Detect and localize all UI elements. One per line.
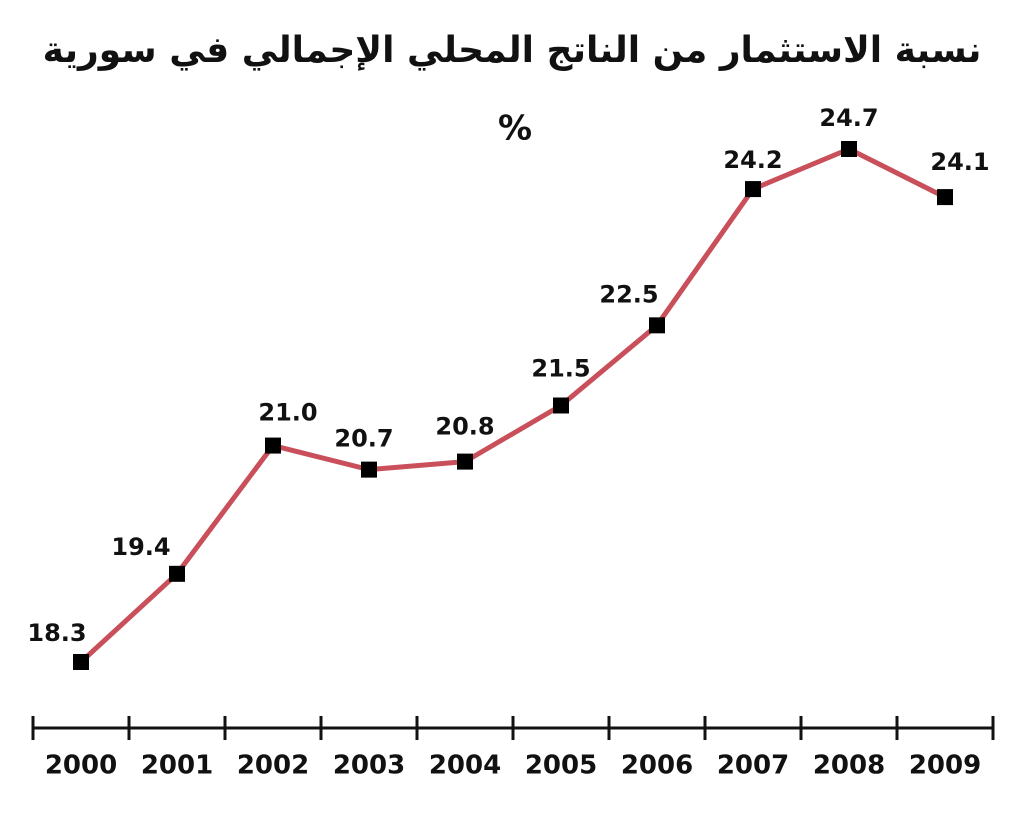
marker — [361, 461, 377, 478]
marker — [553, 397, 569, 414]
value-label: 22.5 — [599, 280, 658, 308]
value-label: 24.2 — [723, 146, 782, 174]
value-label: 24.7 — [819, 104, 878, 132]
value-label: 21.5 — [531, 355, 590, 383]
x-tick-label: 2006 — [621, 751, 693, 781]
x-tick-label: 2009 — [909, 751, 981, 781]
x-tick-label: 2001 — [141, 751, 213, 781]
value-label: 20.7 — [334, 425, 393, 453]
value-label: 19.4 — [111, 533, 170, 561]
chart-title: نسبة الاستثمار من الناتج المحلي الإجمالي… — [43, 30, 982, 71]
series-line — [79, 146, 947, 664]
value-label: 24.1 — [930, 148, 989, 176]
x-tick-label: 2005 — [525, 751, 597, 781]
marker — [169, 565, 185, 582]
marker — [265, 437, 281, 454]
marker — [841, 141, 857, 157]
marker — [649, 317, 665, 334]
marker — [937, 189, 953, 206]
value-label: 20.8 — [435, 413, 494, 441]
x-tick-label: 2000 — [45, 751, 117, 781]
x-tick-label: 2003 — [333, 751, 405, 781]
x-tick-label: 2008 — [813, 751, 885, 781]
x-tick-label: 2004 — [429, 751, 501, 781]
x-tick-label: 2002 — [237, 751, 309, 781]
marker — [457, 453, 473, 470]
value-label: 18.3 — [27, 619, 86, 647]
x-tick-label: 2007 — [717, 751, 789, 781]
marker — [73, 654, 89, 670]
value-label: 21.0 — [258, 399, 317, 427]
marker — [745, 181, 761, 198]
chart-subtitle: % — [498, 109, 532, 149]
